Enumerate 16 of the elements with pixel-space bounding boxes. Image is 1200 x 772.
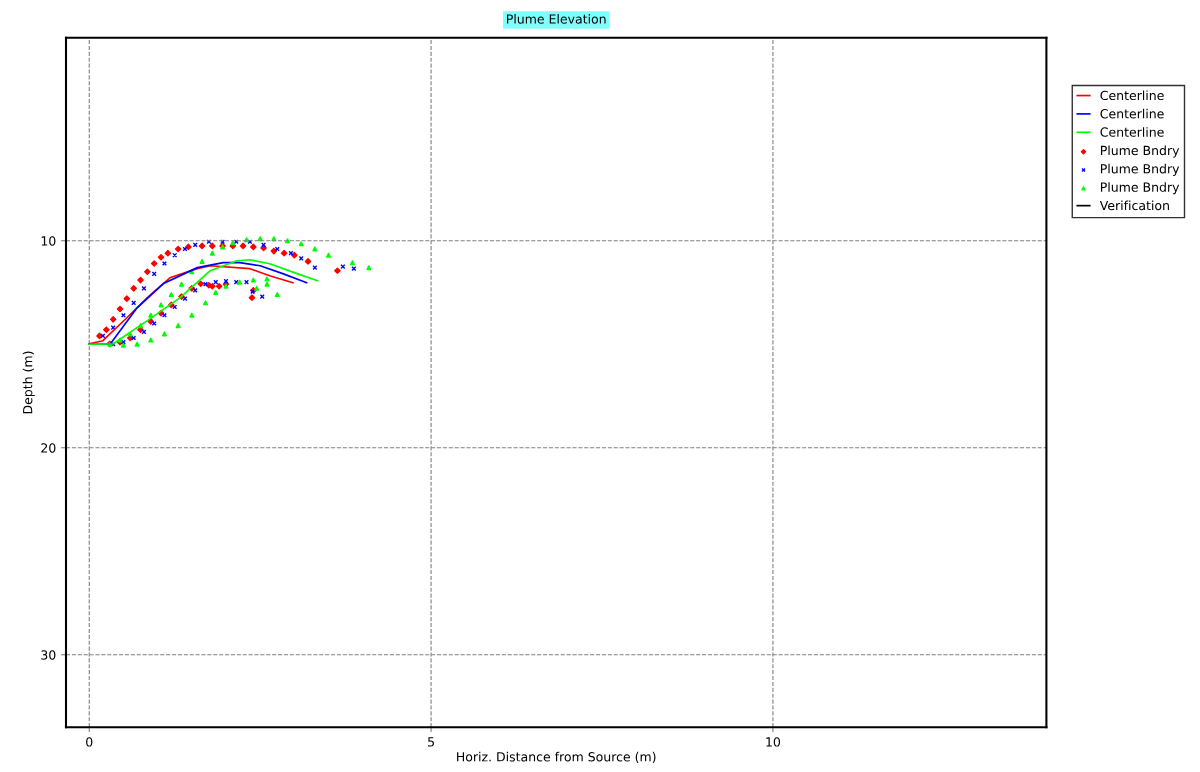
legend-label: Centerline [1100, 90, 1164, 101]
legend-label: Verification [1099, 200, 1169, 211]
y-tick-label: 20 [41, 443, 56, 453]
legend-label: Plume Bndry [1100, 145, 1180, 158]
x-axis-title: Horiz. Distance from Source (m) [457, 751, 656, 763]
legend-label: Plume Bndry [1100, 163, 1180, 176]
y-tick-label: 30 [41, 650, 56, 660]
y-axis-title: Depth (m) [22, 351, 35, 414]
y-tick-label: 10 [41, 236, 56, 246]
x-tick-label: 10 [766, 737, 781, 747]
legend-label: Plume Bndry [1100, 182, 1180, 195]
legend-label: Centerline [1100, 108, 1164, 119]
legend-label: Centerline [1100, 127, 1164, 137]
x-tick-label: 0 [86, 737, 93, 747]
x-tick-label: 5 [428, 737, 434, 747]
chart-title: Plume Elevation [507, 14, 606, 24]
